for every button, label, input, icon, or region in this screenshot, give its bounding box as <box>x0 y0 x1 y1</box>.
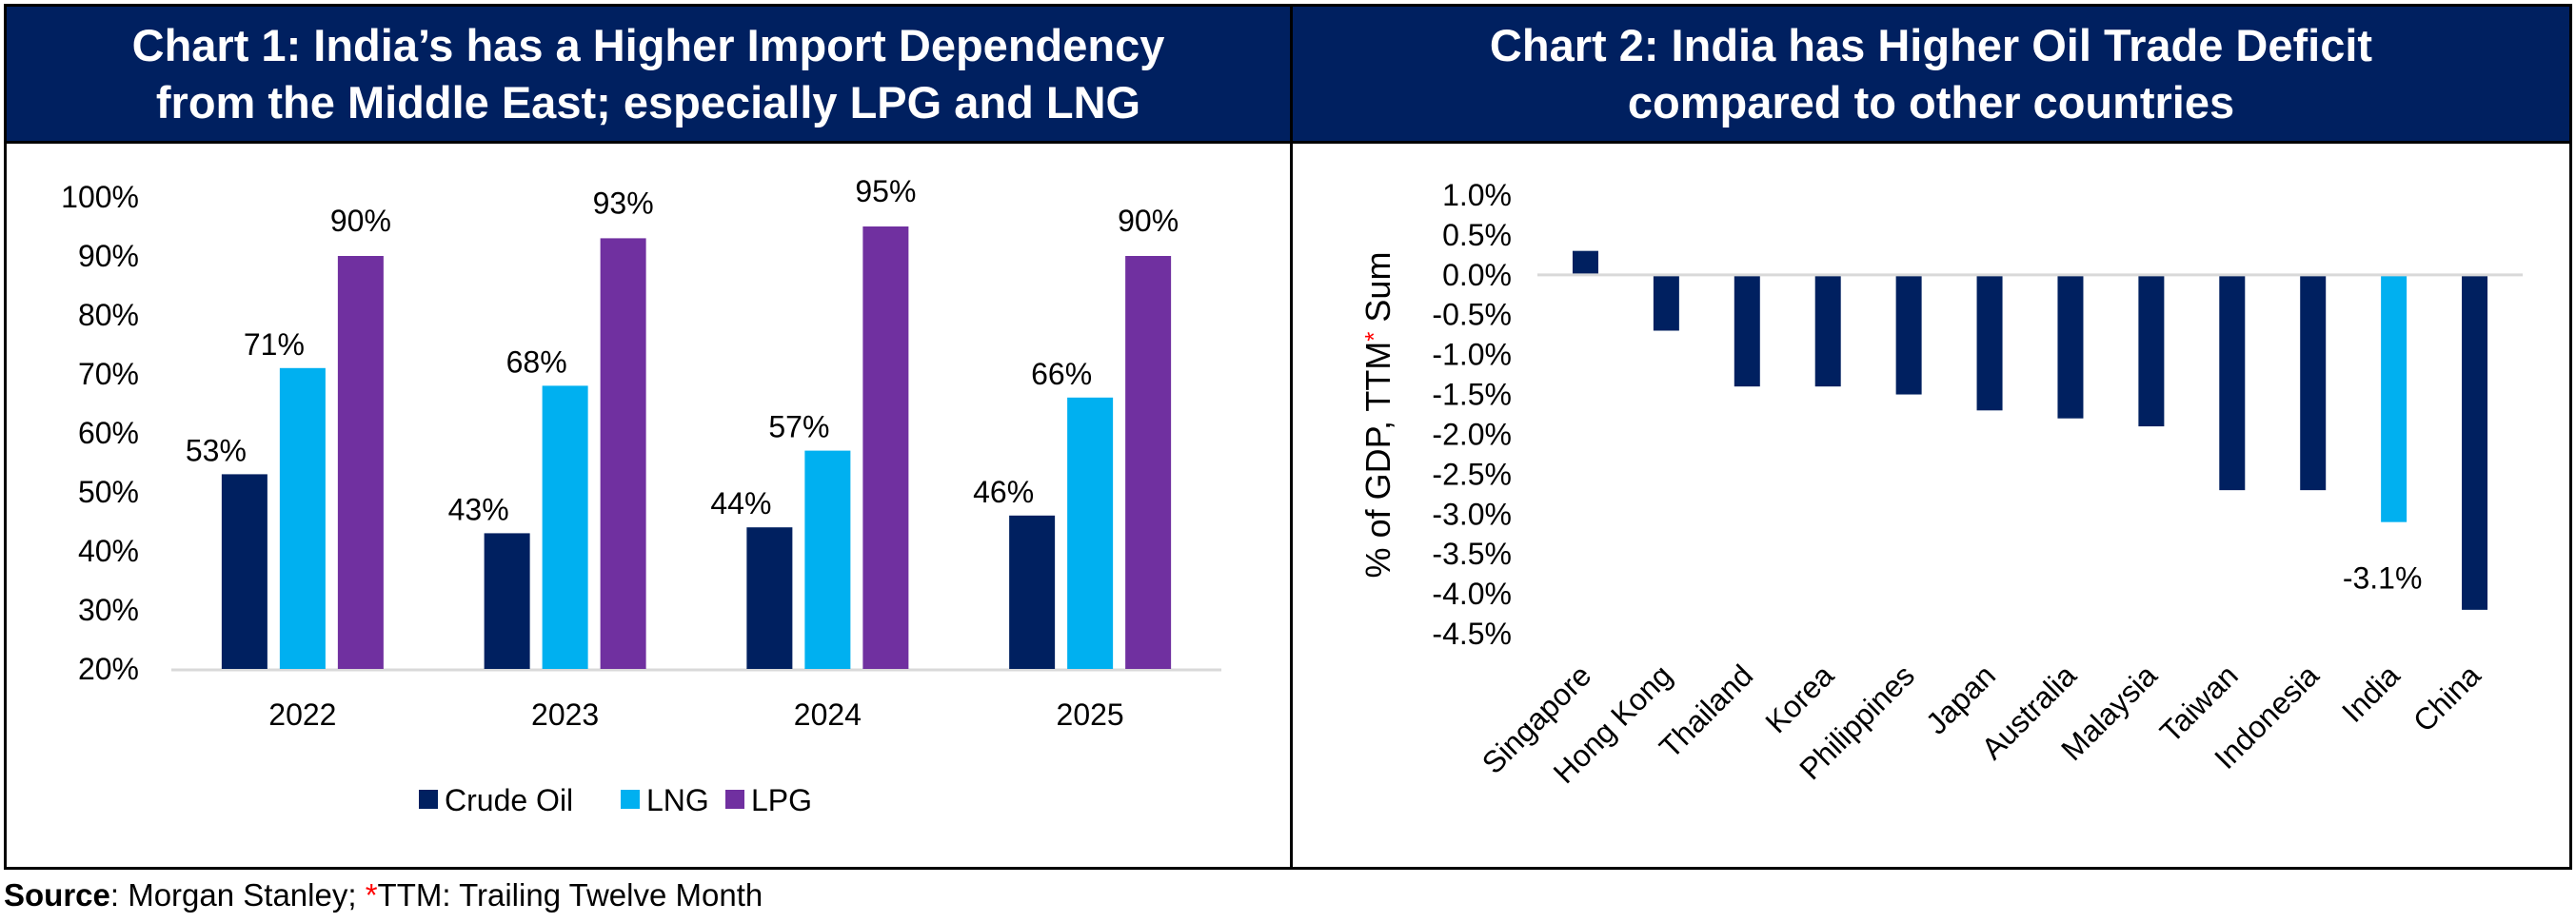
y-tick-label: -1.5% <box>1432 378 1512 412</box>
x-tick-label: 2023 <box>531 697 599 732</box>
data-label: 90% <box>1118 204 1179 238</box>
source-note: Source: Morgan Stanley; *TTM: Trailing T… <box>4 872 763 919</box>
legend-swatch-lng <box>621 790 640 809</box>
data-label: 71% <box>244 327 305 362</box>
bar-hong-kong <box>1653 274 1679 331</box>
legend-swatch-crude-oil <box>419 790 438 809</box>
y-tick-label: 100% <box>61 180 139 214</box>
bar-lng-2024 <box>804 450 851 669</box>
data-label: 44% <box>710 486 771 520</box>
chart2-panel: Chart 2: India has Higher Oil Trade Defi… <box>1290 4 2572 870</box>
y-tick-label: 30% <box>78 593 139 627</box>
bar-lng-2025 <box>1067 397 1114 669</box>
bar-lng-2023 <box>542 385 588 669</box>
chart2-title: Chart 2: India has Higher Oil Trade Defi… <box>1293 7 2569 144</box>
y-tick-label: -4.5% <box>1432 617 1512 651</box>
bar-lpg-2023 <box>600 238 646 669</box>
legend-label: LPG <box>751 783 812 817</box>
y-tick-label: 40% <box>78 534 139 568</box>
y-tick-label: 90% <box>78 239 139 273</box>
bar-indonesia <box>2300 274 2327 491</box>
legend-label: Crude Oil <box>445 783 573 817</box>
y-tick-label: -2.0% <box>1432 417 1512 451</box>
y-tick-label: 80% <box>78 298 139 332</box>
bar-crude-oil-2023 <box>484 533 530 669</box>
chart2-title-line1: Chart 2: India has Higher Oil Trade Defi… <box>1489 19 2373 70</box>
x-tick-label: China <box>2407 658 2487 738</box>
bar-india <box>2381 274 2408 522</box>
source-label: Source <box>4 877 110 913</box>
y-tick-label: 70% <box>78 357 139 391</box>
y-tick-label: 20% <box>78 652 139 686</box>
footnote-text: TTM: Trailing Twelve Month <box>377 877 763 913</box>
y-axis-title-text: % of GDP, TTM <box>1358 342 1397 579</box>
y-axis-title-suffix: Sum <box>1358 252 1397 332</box>
y-tick-label: -0.5% <box>1432 298 1512 332</box>
bar-singapore <box>1572 250 1598 275</box>
y-tick-label: 50% <box>78 475 139 509</box>
y-tick-label: -3.0% <box>1432 497 1512 531</box>
y-tick-label: -1.0% <box>1432 338 1512 372</box>
data-label: 43% <box>448 492 509 526</box>
data-label: 66% <box>1031 357 1092 391</box>
bar-crude-oil-2022 <box>221 474 268 669</box>
x-tick-label: 2022 <box>268 697 336 732</box>
bar-lpg-2025 <box>1125 256 1172 669</box>
bar-thailand <box>1734 274 1760 387</box>
chart1-title: Chart 1: India’s has a Higher Import Dep… <box>7 7 1290 144</box>
y-tick-label: 1.0% <box>1442 178 1512 212</box>
x-tick-label: 2025 <box>1057 697 1124 732</box>
data-label: 68% <box>506 344 567 379</box>
y-tick-label: 0.0% <box>1442 258 1512 292</box>
footnote-star: * <box>365 877 378 913</box>
data-label: 53% <box>186 433 247 467</box>
legend-swatch-lpg <box>725 790 744 809</box>
data-label: 90% <box>330 204 391 238</box>
legend-label: LNG <box>646 783 709 817</box>
y-tick-label: -4.0% <box>1432 577 1512 611</box>
source-text: : Morgan Stanley; <box>109 877 366 913</box>
y-tick-label: 0.5% <box>1442 218 1512 252</box>
y-tick-label: -3.5% <box>1432 537 1512 571</box>
x-tick-label: India <box>2335 658 2407 729</box>
bar-korea <box>1814 274 1841 387</box>
bar-australia <box>2057 274 2084 419</box>
y-axis-title-star: * <box>1359 332 1388 342</box>
bar-taiwan <box>2219 274 2246 491</box>
bar-lng-2022 <box>279 367 326 669</box>
bar-lpg-2024 <box>862 226 909 669</box>
chart1-title-line2: from the Middle East; especially LPG and… <box>155 76 1141 128</box>
data-label: 93% <box>593 186 654 220</box>
bar-malaysia <box>2138 274 2165 427</box>
bar-lpg-2022 <box>337 256 384 669</box>
data-label: 46% <box>973 475 1034 509</box>
data-label: 95% <box>855 174 916 208</box>
y-tick-label: 60% <box>78 416 139 450</box>
bar-crude-oil-2025 <box>1009 515 1056 669</box>
chart1-title-line1: Chart 1: India’s has a Higher Import Dep… <box>131 19 1165 70</box>
y-axis-title: % of GDP, TTM* Sum <box>1358 252 1397 579</box>
y-tick-label: -2.5% <box>1432 457 1512 491</box>
bar-crude-oil-2024 <box>746 527 793 669</box>
chart2-title-line2: compared to other countries <box>1627 76 2235 128</box>
bar-japan <box>1976 274 2003 411</box>
bar-china <box>2462 274 2488 610</box>
x-tick-label: 2024 <box>794 697 862 732</box>
bar-philippines <box>1895 274 1922 395</box>
data-label: 57% <box>768 410 829 444</box>
data-label-india: -3.1% <box>2343 561 2423 596</box>
